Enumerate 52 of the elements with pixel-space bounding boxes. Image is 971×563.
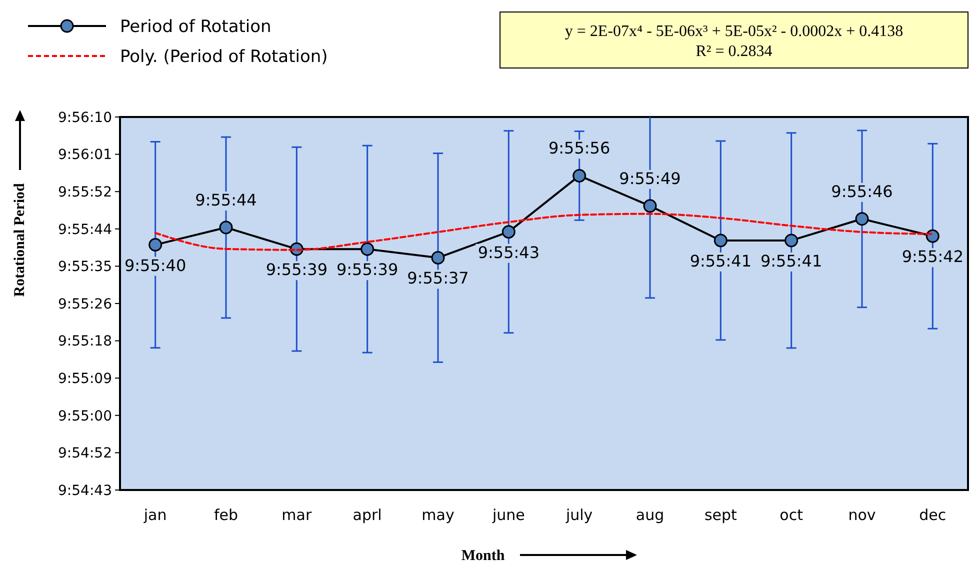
x-tick-label: july xyxy=(564,506,593,524)
point xyxy=(360,242,374,256)
point xyxy=(714,234,728,248)
y-tick-label: 9:55:18 xyxy=(58,334,112,350)
y-tick-label: 9:56:01 xyxy=(58,147,112,164)
point xyxy=(643,199,657,213)
data-label: 9:55:46 xyxy=(831,182,893,201)
x-tick-label: jan xyxy=(142,506,167,524)
legend-label: Poly. (Period of Rotation) xyxy=(120,46,328,67)
y-tick-label: 9:55:52 xyxy=(58,184,112,200)
data-label: 9:55:39 xyxy=(336,260,398,280)
x-tick-label: feb xyxy=(214,506,238,524)
point xyxy=(926,229,940,243)
y-tick-label: 9:55:44 xyxy=(58,222,112,238)
y-tick-label: 9:54:52 xyxy=(58,446,112,462)
data-label: 9:55:44 xyxy=(195,190,257,210)
data-label: 9:55:37 xyxy=(407,268,469,288)
y-tick-label: 9:56:10 xyxy=(58,110,112,126)
data-label: 9:55:41 xyxy=(690,251,752,270)
x-tick-label: june xyxy=(491,506,525,524)
point xyxy=(572,168,586,182)
y-tick-label: 9:54:43 xyxy=(58,482,112,499)
x-tick-label: mar xyxy=(282,506,312,524)
point xyxy=(219,220,233,234)
x-tick-label: may xyxy=(422,506,454,524)
data-label: 9:55:41 xyxy=(760,251,822,270)
legend-label: Period of Rotation xyxy=(120,16,272,37)
x-tick-label: aug xyxy=(636,506,664,524)
data-label: 9:55:42 xyxy=(902,247,964,266)
text: y = 2E-07x⁴ - 5E-06x³ + 5E-05x² - 0.0002x + 0.4138 xyxy=(564,23,904,40)
point xyxy=(784,234,798,248)
data-label: 9:55:40 xyxy=(124,256,186,275)
y-axis-title: Rotational Period xyxy=(12,182,28,297)
x-tick-label: oct xyxy=(780,506,804,524)
data-label: 9:55:39 xyxy=(266,260,328,280)
x-tick-label: sept xyxy=(704,506,738,524)
point xyxy=(502,225,516,239)
point xyxy=(431,250,445,264)
y-tick-label: 9:55:00 xyxy=(58,408,112,424)
y-tick-label: 9:55:35 xyxy=(58,259,112,276)
x-axis-title: Month xyxy=(461,548,506,563)
x-tick-label: dec xyxy=(919,506,946,524)
y-tick-label: 9:55:26 xyxy=(58,296,112,312)
point xyxy=(148,238,162,252)
x-tick-label: aprl xyxy=(352,506,382,524)
data-label: 9:55:49 xyxy=(619,168,681,188)
x-tick-label: nov xyxy=(848,506,876,524)
text: R² = 0.2834 xyxy=(696,43,772,60)
point xyxy=(855,212,869,226)
y-tick-label: 9:55:09 xyxy=(58,371,112,387)
data-label: 9:55:43 xyxy=(478,242,540,262)
data-label: 9:55:56 xyxy=(548,138,610,158)
